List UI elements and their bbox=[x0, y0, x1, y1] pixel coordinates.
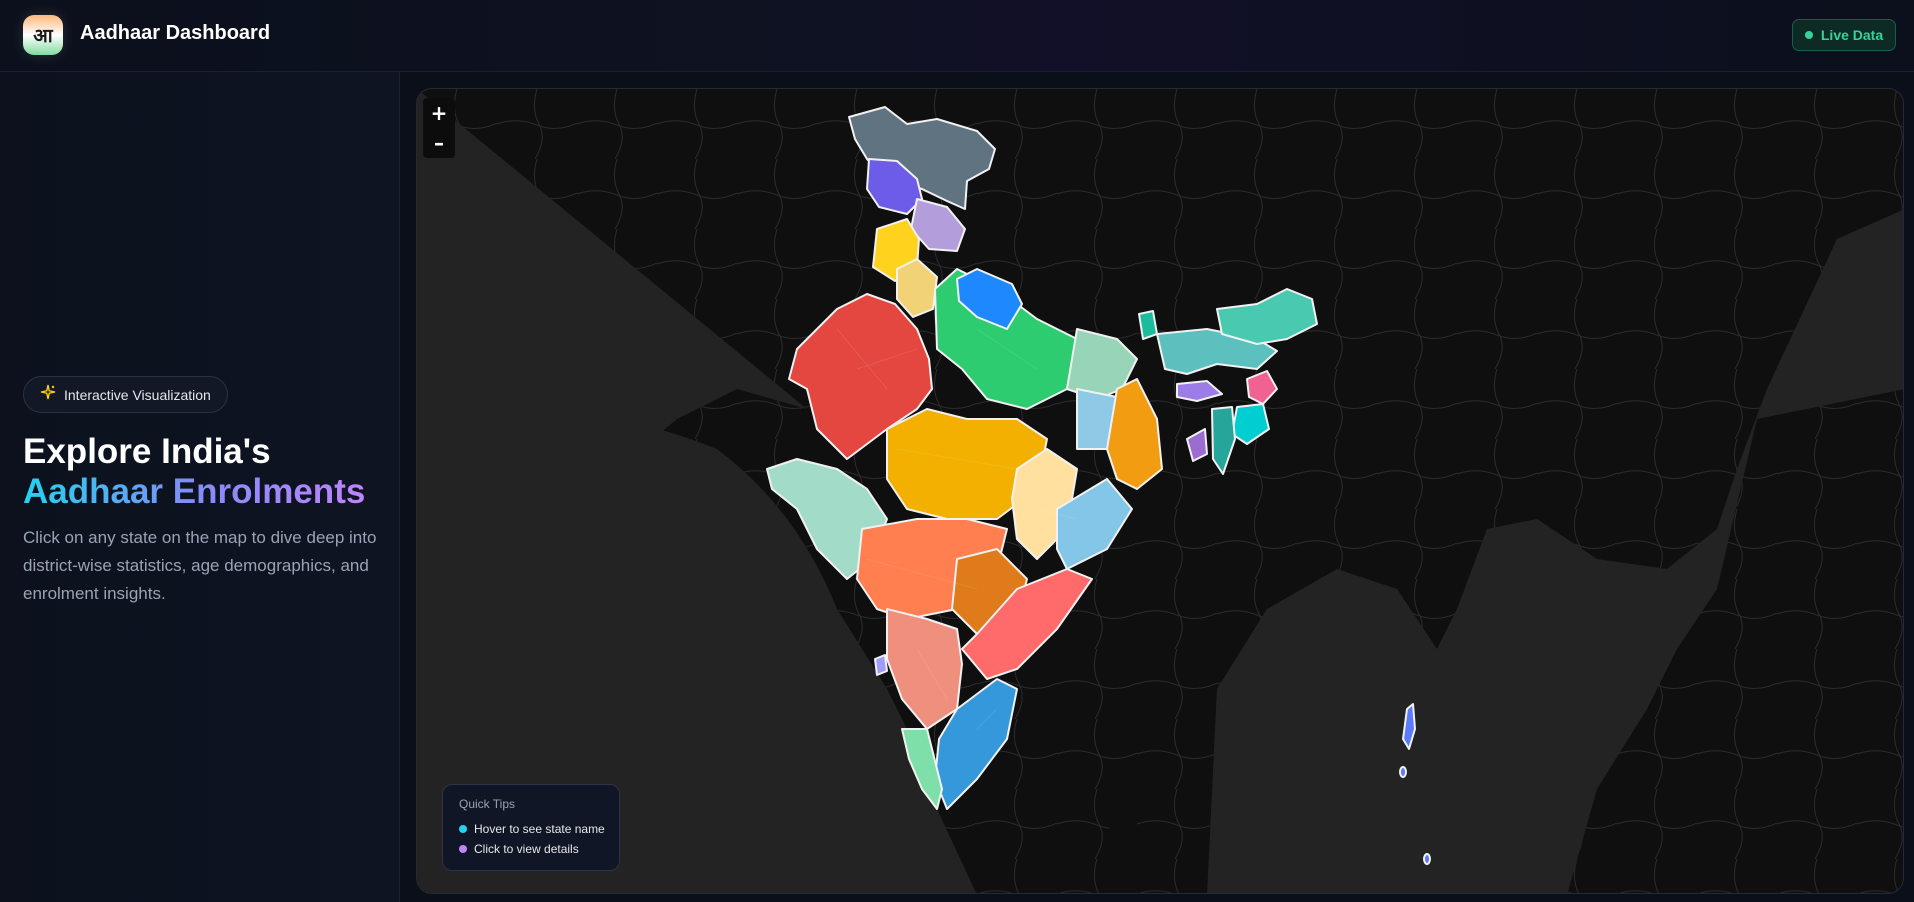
state-tripura-mizoram[interactable] bbox=[1211, 406, 1236, 475]
cyan-dot-icon bbox=[459, 825, 467, 833]
state-tamil-nadu[interactable] bbox=[934, 678, 1018, 810]
zoom-out-button[interactable]: – bbox=[434, 131, 444, 155]
headline-line-1: Explore India's bbox=[23, 432, 271, 471]
page-headline: Explore India's Aadhaar Enrolments bbox=[23, 432, 365, 512]
state-west-bengal[interactable] bbox=[1106, 378, 1163, 490]
purple-dot-icon bbox=[459, 845, 467, 853]
india-map[interactable] bbox=[417, 89, 1904, 894]
state-tripura[interactable] bbox=[1186, 428, 1208, 462]
pill-label: Interactive Visualization bbox=[64, 386, 211, 403]
intro-text: Click on any state on the map to dive de… bbox=[23, 528, 377, 603]
app-header: आ Aadhaar Dashboard Live Data bbox=[0, 0, 1914, 72]
state-goa[interactable] bbox=[874, 654, 888, 676]
sri-lanka bbox=[1109, 804, 1137, 844]
arabian-sea bbox=[417, 409, 977, 893]
tip-label: Click to view details bbox=[474, 842, 579, 856]
state-sikkim[interactable] bbox=[1138, 310, 1158, 340]
andaman-islands[interactable] bbox=[1402, 703, 1416, 750]
tip-item: Click to view details bbox=[459, 839, 619, 859]
app-logo: आ bbox=[23, 15, 63, 55]
india-map-panel[interactable]: + – Quick Tips Hover to see state name C… bbox=[416, 88, 1904, 894]
quick-tips-card: Quick Tips Hover to see state name Click… bbox=[442, 784, 620, 871]
tip-item: Hover to see state name bbox=[459, 819, 619, 839]
sidebar: Interactive Visualization Explore India'… bbox=[0, 72, 400, 902]
state-kerala[interactable] bbox=[901, 728, 943, 810]
zoom-controls: + – bbox=[423, 98, 455, 158]
state-rajasthan[interactable] bbox=[788, 293, 933, 460]
state-haryana[interactable] bbox=[896, 258, 938, 318]
state-andhra-pradesh[interactable] bbox=[961, 568, 1093, 680]
interactive-visualization-pill: Interactive Visualization bbox=[23, 376, 228, 413]
headline-line-2: Aadhaar Enrolments bbox=[23, 472, 366, 511]
bay-of-bengal bbox=[1207, 569, 1497, 893]
app-title: Aadhaar Dashboard bbox=[80, 22, 271, 44]
hainan-island bbox=[1865, 586, 1889, 608]
district-borders bbox=[836, 328, 1078, 730]
tip-label: Hover to see state name bbox=[474, 822, 605, 836]
nicobar-island-2[interactable] bbox=[1423, 853, 1431, 865]
quick-tips-title: Quick Tips bbox=[459, 797, 516, 811]
state-odisha[interactable] bbox=[1056, 478, 1133, 570]
nicobar-island-1[interactable] bbox=[1399, 766, 1407, 778]
live-status-dot-icon bbox=[1804, 31, 1813, 39]
live-data-label: Live Data bbox=[1820, 27, 1884, 43]
state-nepal-border[interactable] bbox=[956, 268, 1023, 330]
live-data-badge: Live Data bbox=[1792, 19, 1896, 51]
zoom-in-button[interactable]: + bbox=[430, 101, 448, 125]
india-states[interactable] bbox=[766, 106, 1431, 865]
sparkle-icon bbox=[40, 384, 56, 405]
state-arunachal[interactable] bbox=[1216, 288, 1318, 345]
state-meghalaya[interactable] bbox=[1176, 380, 1223, 402]
state-nagaland[interactable] bbox=[1246, 370, 1278, 405]
